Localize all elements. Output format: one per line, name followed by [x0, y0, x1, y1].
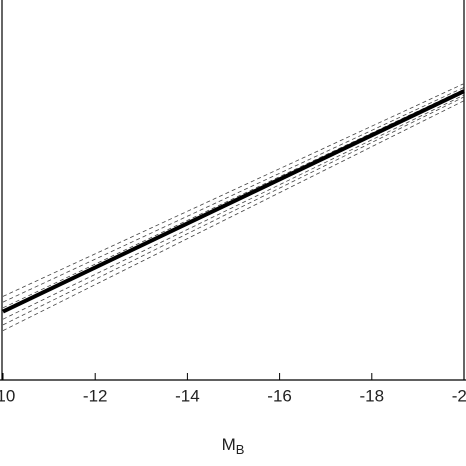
dashed-line — [2, 96, 465, 326]
x-axis-label: MB — [222, 435, 245, 457]
x-axis-label-main: M — [222, 435, 236, 454]
x-tick-label: -12 — [83, 386, 108, 405]
dashed-line — [2, 87, 465, 303]
fit-line — [2, 89, 465, 314]
x-tick-label: -16 — [267, 386, 292, 405]
x-tick-label: -14 — [175, 386, 200, 405]
x-tick-label: -10 — [0, 386, 15, 405]
dashed-line — [2, 83, 465, 297]
dashed-line — [2, 94, 465, 320]
dashed-line — [2, 100, 465, 331]
dashed-line — [2, 88, 465, 309]
x-tick-label: -18 — [360, 386, 385, 405]
x-tick-label: -20 — [452, 386, 466, 405]
x-axis-label-subscript: B — [236, 442, 245, 457]
